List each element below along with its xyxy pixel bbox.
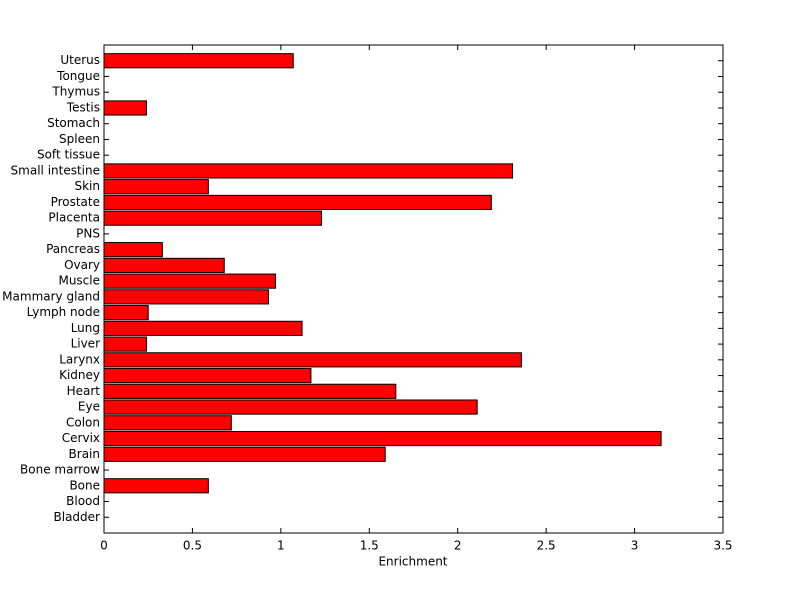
x-axis-label: Enrichment (378, 555, 447, 569)
bar (103, 446, 386, 462)
y-tick-label: Bone (69, 478, 100, 492)
y-tick-label: Testis (66, 100, 100, 114)
y-tick-label: Small intestine (11, 163, 100, 177)
y-tick-label: Skin (74, 179, 100, 193)
bar (103, 179, 209, 195)
y-tick-label: Kidney (59, 368, 100, 382)
x-tick-label: 2 (454, 539, 462, 553)
bar (103, 399, 478, 415)
bar (103, 100, 147, 116)
bar (103, 210, 323, 226)
x-tick-label: 3 (631, 539, 639, 553)
bar (103, 336, 147, 352)
y-tick-label: Liver (71, 337, 101, 351)
y-tick-label: Prostate (51, 195, 100, 209)
y-tick-label: Eye (78, 400, 100, 414)
y-tick-label: Heart (67, 384, 101, 398)
x-tick-label: 1 (277, 539, 285, 553)
y-tick-label: Stomach (47, 116, 100, 130)
y-tick-label: PNS (76, 226, 100, 240)
x-tick-label: 0.5 (183, 539, 202, 553)
bar (103, 367, 312, 384)
y-tick-label: Tongue (56, 69, 100, 83)
bar (103, 415, 232, 431)
bar (103, 273, 277, 289)
y-tick-label: Placenta (48, 211, 100, 225)
y-tick-label: Ovary (64, 258, 100, 272)
y-tick-label: Spleen (59, 132, 100, 146)
y-tick-label: Muscle (58, 274, 100, 288)
y-tick-label: Lung (71, 321, 100, 335)
bar (103, 478, 209, 494)
bar (103, 163, 514, 179)
bar (103, 257, 225, 273)
y-tick-label: Pancreas (46, 242, 100, 256)
y-tick-label: Cervix (62, 431, 100, 445)
y-tick-label: Soft tissue (37, 148, 100, 162)
y-tick-label: Thymus (51, 85, 100, 99)
bar (103, 320, 303, 336)
x-tick-label: 1.5 (360, 539, 379, 553)
bar (103, 194, 492, 211)
y-tick-label: Blood (66, 494, 100, 508)
bar (103, 242, 163, 258)
bar (103, 352, 522, 368)
y-tick-label: Colon (66, 415, 100, 429)
x-tick-label: 0 (100, 539, 108, 553)
bar (103, 430, 662, 447)
y-tick-label: Brain (69, 447, 100, 461)
y-tick-label: Bone marrow (20, 463, 100, 477)
y-tick-label: Uterus (60, 53, 100, 67)
x-tick-label: 3.5 (713, 539, 732, 553)
y-tick-label: Bladder (54, 510, 101, 524)
bar (103, 305, 149, 321)
y-tick-label: Larynx (59, 352, 100, 366)
bar (103, 53, 294, 69)
y-tick-label: Lymph node (27, 305, 100, 319)
bar (103, 289, 269, 305)
plot-frame (103, 44, 724, 534)
y-tick-label: Mammary gland (2, 289, 100, 303)
bar (103, 383, 397, 399)
x-tick-label: 2.5 (537, 539, 556, 553)
